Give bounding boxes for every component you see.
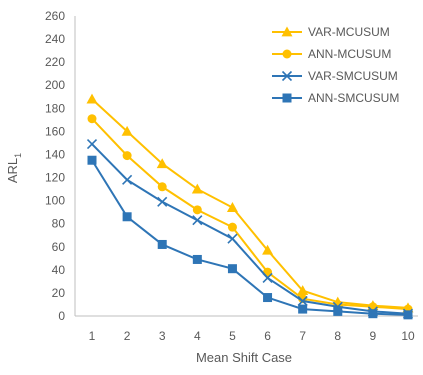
- series-line-var-mcusum: [91, 98, 409, 309]
- data-point-var-smcusum-stroke-b: [262, 272, 273, 283]
- legend-marker-var-mcusum: [281, 26, 293, 37]
- data-point-var-smcusum: [192, 215, 203, 226]
- y-tick-label: 120: [45, 171, 65, 185]
- data-point-var-smcusum-stroke-b: [297, 295, 308, 307]
- data-point-var-mcusum: [262, 244, 274, 255]
- data-point-var-smcusum-stroke-b: [122, 174, 133, 185]
- series-line-ann-smcusum: [91, 159, 409, 316]
- data-point-var-smcusum: [297, 295, 308, 307]
- data-point-ann-smcusum: [333, 306, 343, 316]
- data-point-ann-smcusum: [87, 155, 97, 165]
- y-tick-labels: 0 20 40 60 80 100 120 140 160 180 200 220 240 260: [45, 9, 65, 323]
- x-tick-label: 4: [194, 329, 201, 343]
- data-point-ann-smcusum: [263, 293, 273, 303]
- data-point-ann-smcusum: [403, 310, 413, 320]
- data-point-var-smcusum-stroke-b: [86, 139, 98, 150]
- data-point-ann-mcusum: [192, 205, 202, 215]
- y-tick-label: 240: [45, 32, 65, 46]
- data-point-var-smcusum: [262, 272, 273, 283]
- data-point-ann-smcusum: [157, 239, 167, 249]
- x-tick-label: 10: [401, 329, 415, 343]
- data-point-var-smcusum-stroke-b: [192, 215, 203, 226]
- x-tick-label: 3: [159, 329, 166, 343]
- data-point-var-mcusum: [191, 183, 203, 194]
- data-point-var-smcusum-stroke-b: [157, 196, 168, 207]
- data-point-ann-mcusum: [122, 151, 132, 161]
- data-point-ann-mcusum: [87, 114, 97, 124]
- y-axis-label-subscript: 1: [13, 153, 23, 158]
- data-point-ann-smcusum: [122, 212, 132, 222]
- y-tick-label: 20: [52, 286, 66, 300]
- y-tick-label: 140: [45, 147, 65, 161]
- x-tick-label: 8: [334, 329, 341, 343]
- series-line-ann-mcusum: [91, 118, 409, 311]
- legend-label: VAR-MCUSUM: [308, 25, 390, 39]
- legend-item-var-smcusum: VAR-SMCUSUM: [272, 69, 398, 83]
- data-point-ann-smcusum: [368, 309, 378, 319]
- y-tick-label: 220: [45, 55, 65, 69]
- series-line-var-smcusum: [91, 143, 409, 315]
- y-tick-label: 0: [58, 309, 65, 323]
- series-var-mcusum: [86, 93, 414, 313]
- data-point-ann-mcusum: [227, 222, 237, 232]
- y-axis-label: ARL1: [5, 153, 23, 183]
- legend-label: ANN-SMCUSUM: [308, 91, 399, 105]
- data-point-ann-mcusum: [157, 182, 167, 192]
- x-tick-label: 2: [124, 329, 131, 343]
- series-group: [86, 93, 414, 320]
- data-point-var-mcusum: [121, 125, 133, 136]
- y-axis-label-main: ARL: [5, 158, 20, 183]
- x-axis-label: Mean Shift Case: [196, 350, 292, 365]
- series-ann-smcusum: [87, 155, 413, 320]
- series-ann-mcusum: [87, 114, 413, 314]
- legend: VAR-MCUSUM ANN-MCUSUM VAR-SMCUSUM ANN-SMCUS…: [272, 25, 399, 105]
- x-tick-label: 7: [299, 329, 306, 343]
- data-point-var-mcusum: [156, 158, 168, 169]
- legend-marker-ann-smcusum: [282, 93, 292, 103]
- data-point-var-mcusum: [297, 285, 309, 296]
- legend-label: ANN-MCUSUM: [308, 47, 391, 61]
- data-point-ann-smcusum: [227, 264, 237, 274]
- x-tick-label: 1: [89, 329, 96, 343]
- legend-marker-var-smcusum-stroke-b: [281, 70, 293, 82]
- data-point-var-smcusum: [157, 196, 168, 207]
- data-point-var-smcusum: [122, 174, 133, 185]
- data-point-ann-smcusum: [192, 254, 202, 264]
- legend-label: VAR-SMCUSUM: [308, 69, 398, 83]
- data-point-var-smcusum-stroke-b: [227, 233, 238, 244]
- x-tick-labels: 1 2 3 4 5 6 7 8 9 10: [89, 329, 415, 343]
- y-tick-label: 200: [45, 78, 65, 92]
- y-tick-label: 160: [45, 124, 65, 138]
- data-point-var-smcusum: [227, 233, 238, 244]
- legend-item-ann-mcusum: ANN-MCUSUM: [272, 47, 391, 61]
- y-tick-label: 60: [52, 240, 66, 254]
- y-tick-label: 40: [52, 263, 66, 277]
- legend-marker-var-smcusum: [281, 70, 293, 82]
- data-point-var-mcusum: [226, 202, 238, 212]
- data-point-ann-smcusum: [298, 304, 308, 314]
- x-tick-label: 6: [264, 329, 271, 343]
- x-tick-label: 9: [370, 329, 377, 343]
- legend-item-var-mcusum: VAR-MCUSUM: [272, 25, 390, 39]
- y-tick-label: 260: [45, 9, 65, 23]
- y-tick-label: 100: [45, 194, 65, 208]
- y-tick-label: 180: [45, 101, 65, 115]
- y-tick-label: 80: [52, 217, 66, 231]
- axes-group: [74, 16, 418, 317]
- x-tick-label: 5: [229, 329, 236, 343]
- legend-item-ann-smcusum: ANN-SMCUSUM: [272, 91, 399, 105]
- data-point-var-smcusum: [86, 139, 98, 150]
- data-point-var-mcusum: [86, 93, 98, 104]
- legend-marker-ann-mcusum: [282, 49, 292, 59]
